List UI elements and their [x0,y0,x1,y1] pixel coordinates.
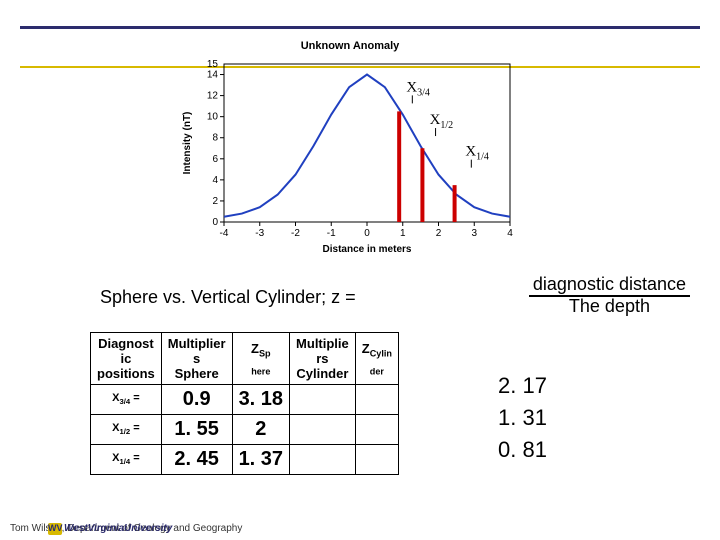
svg-text:-1: -1 [327,228,336,239]
mult-sphere-val: 1. 55 [161,415,232,445]
chart-container: Unknown Anomaly 0246810121415-4-3-2-1012… [178,40,522,260]
svg-text:12: 12 [207,91,219,102]
col-z-sphere: ZSphere [232,333,289,385]
z-sphere-val: 3. 18 [232,385,289,415]
svg-text:4: 4 [507,228,513,239]
svg-text:X3/4: X3/4 [406,79,430,98]
table-row: X1/4 =2. 451. 37 [91,445,399,475]
svg-text:8: 8 [212,133,218,144]
z-sphere-val: 2 [232,415,289,445]
z-cyl-val [355,445,398,475]
z-result: 1. 31 [498,402,547,434]
svg-text:14: 14 [207,70,219,81]
table-wrap: DiagnosticpositionsMultipliersSphereZSph… [90,332,399,475]
svg-text:2: 2 [212,196,218,207]
z-result: 2. 17 [498,370,547,402]
z-cyl-val [355,385,398,415]
col-mult-sphere: MultipliersSphere [161,333,232,385]
svg-text:1: 1 [400,228,406,239]
table-row: X1/2 =1. 552 [91,415,399,445]
row-label: X1/4 = [91,445,162,475]
svg-text:-3: -3 [255,228,264,239]
svg-text:10: 10 [207,112,219,123]
equation-denominator: The depth [529,297,690,317]
wvu-logo-text: WestVirginiaUniversity [64,523,172,534]
svg-text:0: 0 [364,228,370,239]
chart-title: Unknown Anomaly [178,40,522,52]
svg-text:-4: -4 [220,228,229,239]
mult-cyl-val [290,385,356,415]
mult-sphere-val: 2. 45 [161,445,232,475]
row-label: X1/2 = [91,415,162,445]
svg-text:6: 6 [212,154,218,165]
svg-text:Intensity (nT): Intensity (nT) [182,112,193,175]
equation-fraction: diagnostic distance The depth [529,275,690,317]
col-z-cyl: ZCylinder [355,333,398,385]
svg-text:X1/2: X1/2 [430,112,454,131]
svg-text:X1/4: X1/4 [465,144,489,163]
svg-text:15: 15 [207,59,219,70]
multiplier-table: DiagnosticpositionsMultipliersSphereZSph… [90,332,399,475]
svg-text:2: 2 [436,228,442,239]
table-row: X3/4 =0.93. 18 [91,385,399,415]
mult-cyl-val [290,415,356,445]
z-sphere-val: 1. 37 [232,445,289,475]
rule-top [20,26,700,29]
equation-numerator: diagnostic distance [529,275,690,297]
mult-cyl-val [290,445,356,475]
svg-text:-2: -2 [291,228,300,239]
row-label: X3/4 = [91,385,162,415]
svg-text:0: 0 [212,217,218,228]
wvu-logo-block: WVWestVirginiaUniversity [48,518,172,536]
svg-text:4: 4 [212,175,218,186]
wv-mark-icon: WV [48,523,62,535]
col-diagnostic: Diagnosticpositions [91,333,162,385]
col-mult-cyl: MultipliersCylinder [290,333,356,385]
svg-text:Distance in meters: Distance in meters [323,244,412,255]
anomaly-chart: 0246810121415-4-3-2-101234X3/4X1/2X1/4Di… [178,56,522,256]
z-result: 0. 81 [498,434,547,466]
equation-line: Sphere vs. Vertical Cylinder; z = diagno… [100,275,690,317]
mult-sphere-val: 0.9 [161,385,232,415]
equation-lhs: Sphere vs. Vertical Cylinder; z = [100,287,356,308]
svg-text:3: 3 [471,228,477,239]
z-results-column: 2. 171. 310. 81 [498,370,547,466]
z-cyl-val [355,415,398,445]
